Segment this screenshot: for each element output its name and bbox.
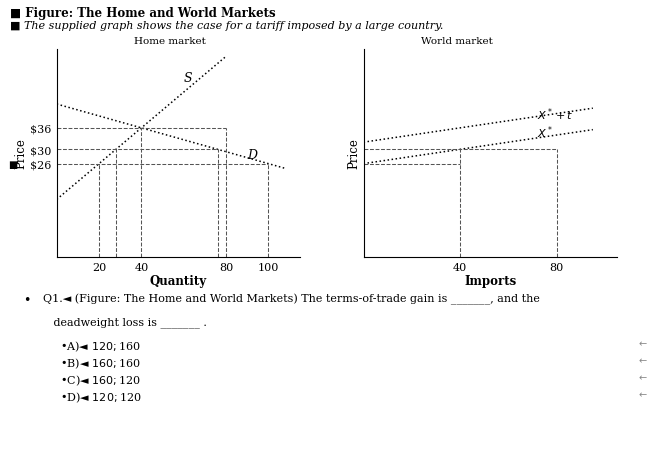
Text: •C)◄ $160; $120: •C)◄ $160; $120	[60, 373, 141, 387]
Text: ←: ←	[639, 356, 647, 366]
Text: Home market: Home market	[134, 37, 206, 46]
Text: ■ Figure: The Home and World Markets: ■ Figure: The Home and World Markets	[10, 7, 275, 20]
X-axis label: Imports: Imports	[464, 275, 516, 288]
Y-axis label: Price: Price	[15, 138, 28, 169]
Text: •A)◄ $120; $160: •A)◄ $120; $160	[60, 339, 141, 354]
Text: •B)◄ $160; $160: •B)◄ $160; $160	[60, 356, 141, 370]
Text: $X^* + t$: $X^* + t$	[538, 106, 574, 123]
Text: D: D	[247, 149, 257, 162]
X-axis label: Quantity: Quantity	[150, 275, 207, 288]
Text: ←: ←	[639, 373, 647, 383]
Text: S: S	[183, 72, 192, 85]
Text: ←: ←	[639, 339, 647, 349]
Text: •D)◄ $120; $120: •D)◄ $120; $120	[60, 389, 141, 404]
Text: Q1.◄ (Figure: The Home and World Markets) The terms-of-trade gain is _______, an: Q1.◄ (Figure: The Home and World Markets…	[43, 293, 540, 305]
Text: ■: ■	[8, 159, 17, 169]
Text: deadweight loss is _______ .: deadweight loss is _______ .	[43, 316, 207, 327]
Y-axis label: Price: Price	[348, 138, 361, 169]
Text: World market: World market	[421, 37, 493, 46]
Text: ←: ←	[639, 389, 647, 399]
Text: ■ The supplied graph shows the case for a tariff imposed by a large country.: ■ The supplied graph shows the case for …	[10, 20, 444, 30]
Text: $X^*$: $X^*$	[538, 124, 554, 141]
Text: •: •	[23, 293, 31, 307]
